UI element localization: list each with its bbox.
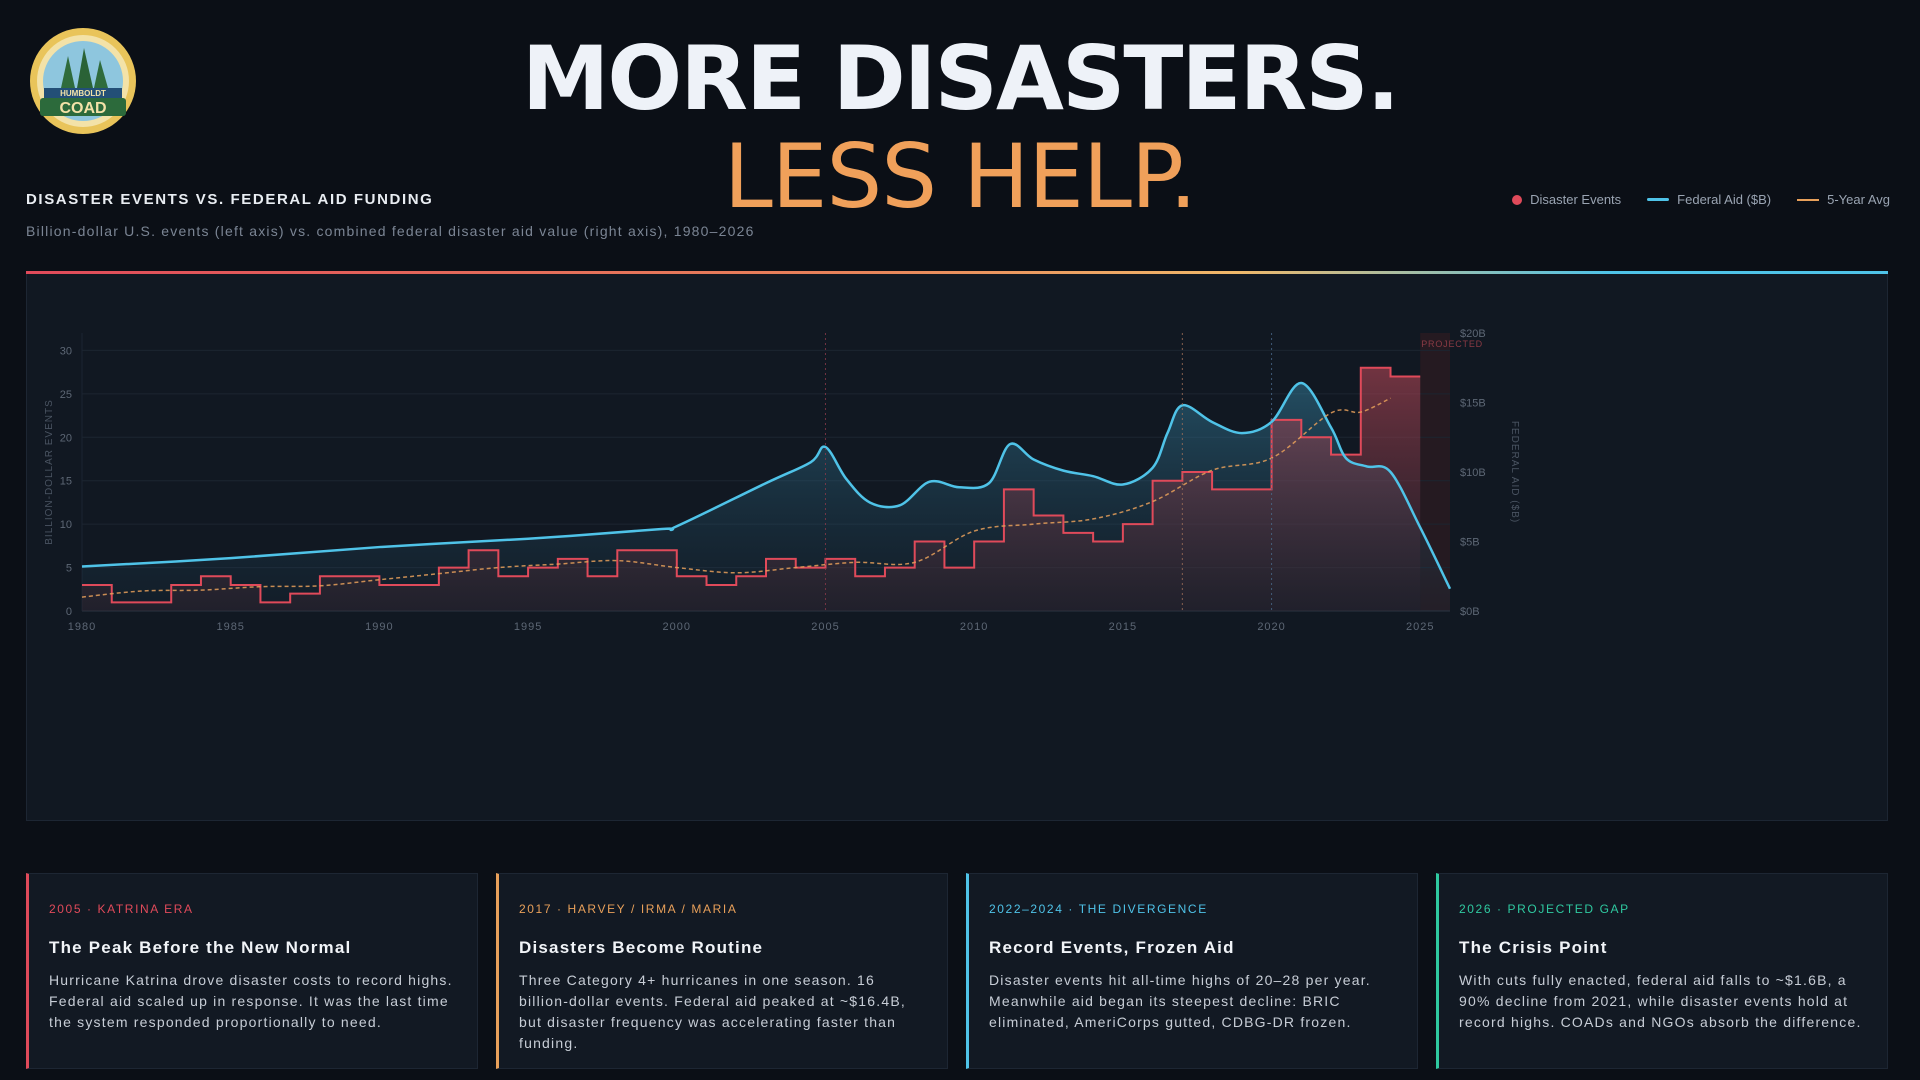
card-body: With cuts fully enacted, federal aid fal… xyxy=(1459,972,1862,1030)
right-tick-label: $20B xyxy=(1460,328,1486,340)
insight-card-katrina: 2005 · KATRINA ERA The Peak Before the N… xyxy=(26,873,478,1069)
card-tag: 2026 · PROJECTED GAP xyxy=(1459,902,1630,916)
right-tick-label: $15B xyxy=(1460,398,1486,410)
headline-line1: MORE DISASTERS. xyxy=(521,27,1400,130)
left-tick-label: 0 xyxy=(66,606,72,618)
x-tick-label: 1980 xyxy=(68,621,96,633)
left-tick-label: 25 xyxy=(60,389,72,401)
logo-name: HUMBOLDT xyxy=(60,89,106,98)
card-tag: 2005 · KATRINA ERA xyxy=(49,902,194,916)
right-tick-label: $5B xyxy=(1460,537,1480,549)
x-tick-label: 1985 xyxy=(216,621,244,633)
x-tick-label: 1995 xyxy=(514,621,542,633)
right-tick-label: $0B xyxy=(1460,606,1480,618)
chart-lines xyxy=(81,366,1452,604)
card-title: The Crisis Point xyxy=(1459,938,1608,957)
insight-cards: 2005 · KATRINA ERA The Peak Before the N… xyxy=(26,873,1888,1069)
card-body: Three Category 4+ hurricanes in one seas… xyxy=(519,972,906,1051)
era-markers xyxy=(824,333,1273,611)
card-body: Disaster events hit all-time highs of 20… xyxy=(989,972,1371,1030)
legend-line-icon xyxy=(1647,198,1670,201)
x-tick-label: 2025 xyxy=(1406,621,1434,633)
x-tick-label: 2015 xyxy=(1109,621,1137,633)
humboldt-coad-logo: HUMBOLDT COAD xyxy=(30,28,136,134)
card-tag: 2017 · HARVEY / IRMA / MARIA xyxy=(519,902,738,916)
events-step-line xyxy=(82,366,1421,604)
legend-item-avg: 5-Year Avg xyxy=(1797,192,1890,207)
insight-card-divergence: 2022–2024 · THE DIVERGENCE Record Events… xyxy=(966,873,1418,1069)
card-title: The Peak Before the New Normal xyxy=(49,938,352,957)
right-tick-label: $10B xyxy=(1460,467,1486,479)
legend-item-aid: Federal Aid ($B) xyxy=(1647,192,1771,207)
chart-subtitle: Billion-dollar U.S. events (left axis) v… xyxy=(26,223,755,239)
chart-svg: PROJECTED 051015202530$0B$5B$10B$15B$20B… xyxy=(44,328,1520,633)
x-tick-label: 2010 xyxy=(960,621,988,633)
left-tick-label: 30 xyxy=(60,345,72,357)
insight-card-projected: 2026 · PROJECTED GAP The Crisis Point Wi… xyxy=(1436,873,1888,1069)
x-tick-label: 2020 xyxy=(1257,621,1285,633)
insight-card-2017: 2017 · HARVEY / IRMA / MARIA Disasters B… xyxy=(496,873,948,1069)
legend-label: Disaster Events xyxy=(1530,192,1622,207)
legend-dot-icon xyxy=(1512,194,1523,205)
left-tick-label: 20 xyxy=(60,432,72,444)
card-title: Record Events, Frozen Aid xyxy=(989,938,1235,957)
events-area xyxy=(82,367,1421,611)
left-axis-title: BILLION-DOLLAR EVENTS xyxy=(44,399,55,544)
chart-legend: Disaster Events Federal Aid ($B) 5-Year … xyxy=(1512,192,1890,207)
headline: MORE DISASTERS. LESS HELP. xyxy=(0,30,1920,226)
projected-label: PROJECTED xyxy=(1421,339,1483,349)
left-tick-label: 10 xyxy=(60,519,72,531)
events-area-fill xyxy=(82,367,1421,611)
x-tick-label: 2005 xyxy=(811,621,839,633)
headline-line2: LESS HELP. xyxy=(723,125,1197,228)
x-tick-label: 2000 xyxy=(663,621,691,633)
card-body: Hurricane Katrina drove disaster costs t… xyxy=(49,972,453,1030)
card-tag: 2022–2024 · THE DIVERGENCE xyxy=(989,902,1208,916)
logo-acronym: COAD xyxy=(59,100,106,117)
legend-item-events: Disaster Events xyxy=(1512,192,1621,207)
right-axis-title: FEDERAL AID ($B) xyxy=(1509,421,1520,523)
x-tick-label: 1990 xyxy=(365,621,393,633)
chart-accent-bar xyxy=(26,271,1888,274)
chart-title: DISASTER EVENTS VS. FEDERAL AID FUNDING xyxy=(26,191,434,208)
legend-dashed-line-icon xyxy=(1797,198,1820,201)
legend-label: 5-Year Avg xyxy=(1827,192,1890,207)
card-title: Disasters Become Routine xyxy=(519,938,764,957)
legend-label: Federal Aid ($B) xyxy=(1677,192,1772,207)
left-tick-label: 15 xyxy=(60,476,72,488)
left-tick-label: 5 xyxy=(66,563,72,575)
